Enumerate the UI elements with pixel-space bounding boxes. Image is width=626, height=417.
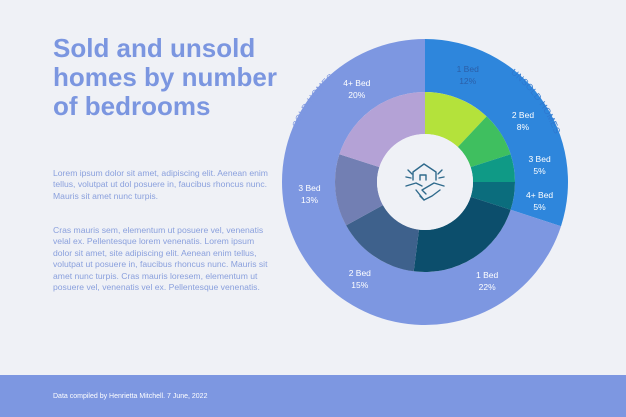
house-handshake-icon (405, 163, 445, 201)
footer-bar: Data compiled by Henrietta Mitchell. 7 J… (0, 375, 626, 417)
slice-label-sold-homes-1-bed: 1 Bed 22% (476, 270, 498, 292)
intro-paragraph: Lorem ipsum dolor sit amet, adipiscing e… (53, 168, 268, 201)
inner-slice-sold-homes-1-bed (413, 196, 511, 272)
nested-donut-chart: 1 Bed 12% 2 Bed 8% 3 Bed 5% 4+ Bed 5% 1 Bed 22% 2 … (281, 39, 568, 325)
slice-label-unsold-homes-3-bed: 3 Bed 5% (528, 154, 550, 176)
inner-slice-unsold-homes-2-bed (457, 116, 511, 168)
inner-slice-unsold-homes-3-bed (470, 154, 515, 182)
inner-ring (335, 92, 515, 272)
inner-slice-sold-homes-2-bed (346, 205, 419, 272)
inner-slice-unsold-homes-1-bed (425, 92, 487, 148)
inner-slice-unsold-homes-4-bed (470, 182, 515, 210)
center-hole (377, 134, 473, 230)
body-paragraph: Cras mauris sem, elementum ut posuere ve… (53, 225, 268, 293)
slice-label-sold-homes-2-bed: 2 Bed 15% (349, 268, 371, 290)
inner-slice-sold-homes-4-bed (339, 92, 425, 168)
outer-ring (281, 39, 568, 325)
slice-label-sold-homes-4-bed: 4+ Bed 20% (343, 78, 370, 100)
inner-slice-sold-homes-3-bed (335, 154, 383, 226)
outer-slice-unsold-homes (425, 39, 568, 227)
slice-label-sold-homes-3-bed: 3 Bed 13% (298, 183, 320, 205)
page-title: Sold and unsold homes by number of bedro… (53, 33, 277, 121)
slice-label-unsold-homes-2-bed: 2 Bed 8% (512, 110, 534, 132)
slice-label-unsold-homes-1-bed: 1 Bed 12% (457, 64, 479, 86)
footer-credit: Data compiled by Henrietta Mitchell. 7 J… (53, 393, 208, 400)
outer-slice-sold-homes (281, 39, 562, 325)
slice-label-unsold-homes-4-bed: 4+ Bed 5% (526, 190, 553, 212)
slice-labels: 1 Bed 12% 2 Bed 8% 3 Bed 5% 4+ Bed 5% 1 Bed 22% 2 … (298, 64, 553, 292)
